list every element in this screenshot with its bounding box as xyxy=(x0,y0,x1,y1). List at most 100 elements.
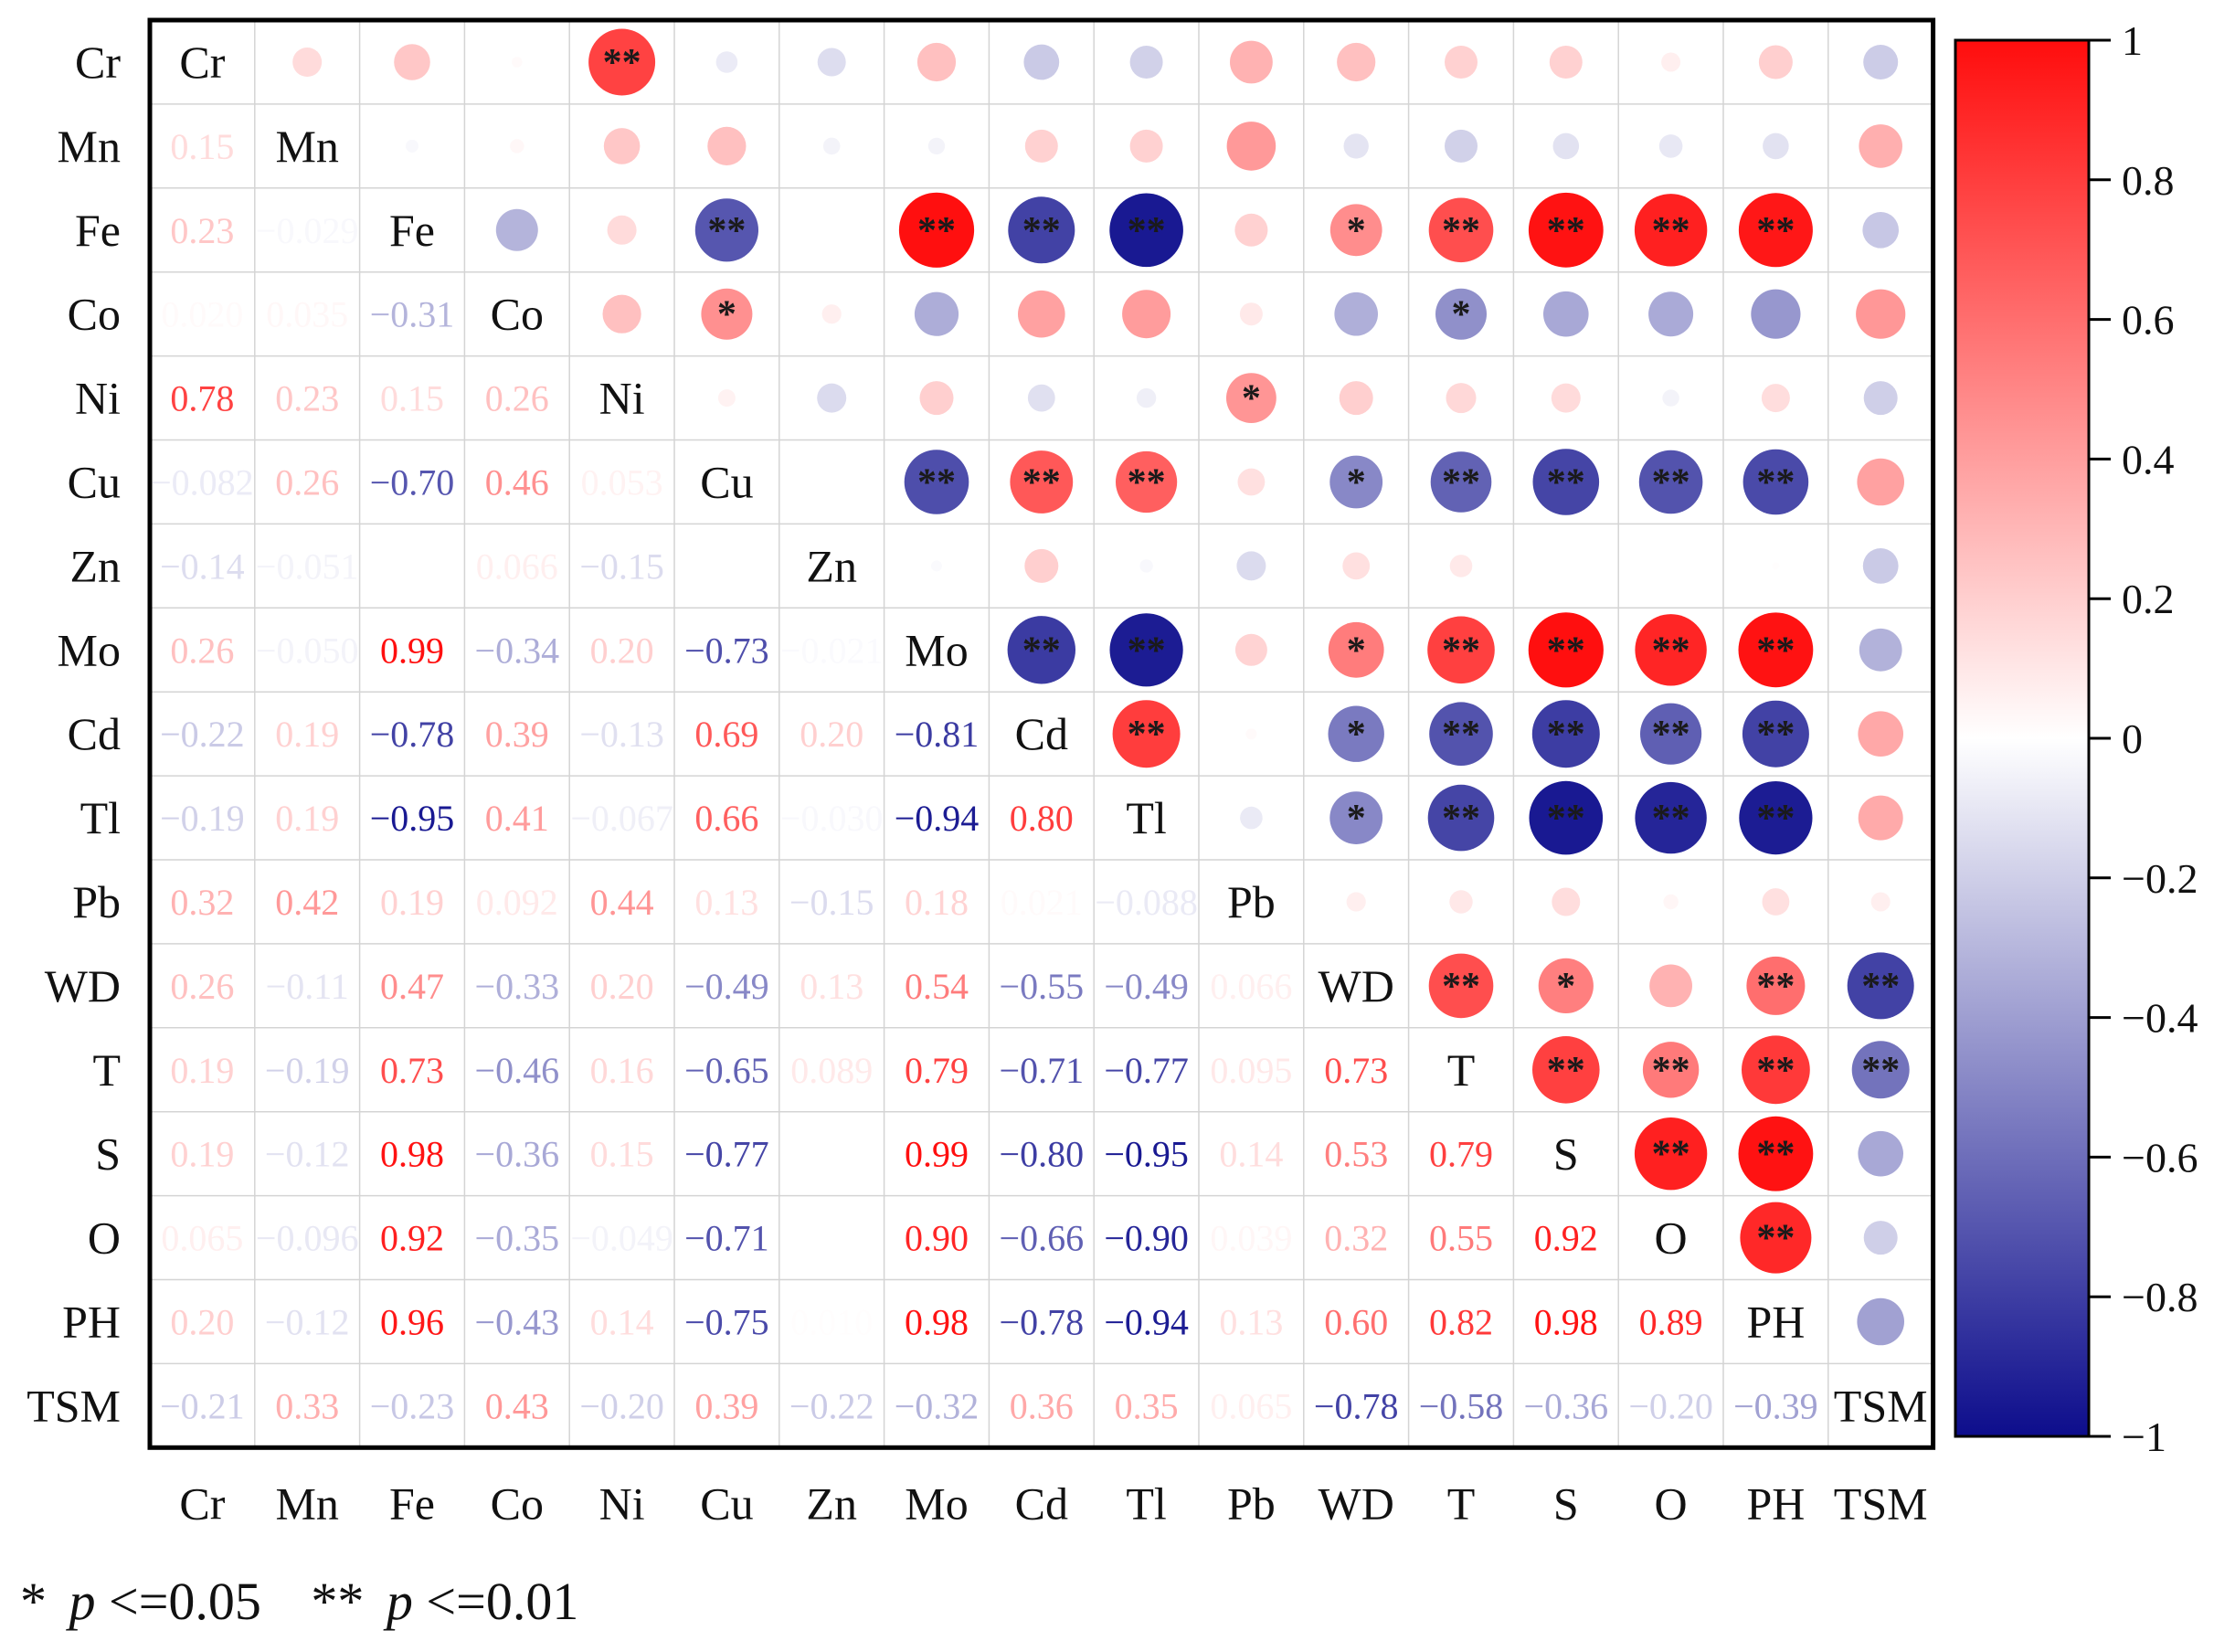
corr-circle-pb-t xyxy=(1449,890,1473,914)
corr-value-cu-ni: 0.053 xyxy=(581,462,663,503)
colorbar-tick-label: −0.2 xyxy=(2122,855,2198,902)
corr-circle-mo-t xyxy=(1427,616,1495,684)
x-tick-label-pb: Pb xyxy=(1227,1477,1276,1529)
corr-circle-pb-tsm xyxy=(1870,892,1891,912)
corr-value-cd-zn: 0.20 xyxy=(800,714,863,755)
sig-star-cd-tl: ** xyxy=(1128,714,1166,756)
corr-value-tl-ni: −0.067 xyxy=(570,798,673,839)
legend-p1-threshold: <=0.05 xyxy=(109,1572,261,1631)
x-tick-label-s: S xyxy=(1553,1477,1579,1529)
corr-circle-ni-cd xyxy=(1027,384,1055,412)
sig-star-t-s: ** xyxy=(1547,1050,1585,1092)
diagonal-label-cu: Cu xyxy=(700,457,753,508)
significance-legend: * p <=0.05 ** p <=0.01 xyxy=(20,1572,578,1631)
corr-value-wd-mn: −0.11 xyxy=(266,966,349,1007)
corr-circle-cr-fe xyxy=(394,44,430,80)
x-tick-label-o: O xyxy=(1655,1477,1688,1529)
corr-circle-mn-wd xyxy=(1343,133,1369,159)
diagonal-labels: Cr Mn Fe Co Ni Cu Zn Mo Cd Tl Pb WD T S O PH TSM xyxy=(179,37,1927,1431)
x-axis-labels: Cr Mn Fe Co Ni Cu Zn Mo Cd Tl Pb WD T S O PH TSM xyxy=(179,1477,1927,1529)
circle-layer xyxy=(292,28,1914,1346)
sig-star-tl-wd: * xyxy=(1347,798,1366,840)
corr-value-o-cd: −0.66 xyxy=(1000,1218,1085,1259)
corr-circle-fe-ph xyxy=(1738,193,1813,268)
sig-star-cu-s: ** xyxy=(1547,462,1585,504)
x-tick-label-cr: Cr xyxy=(179,1477,225,1529)
diagonal-label-fe: Fe xyxy=(389,205,435,256)
y-tick-label-co: Co xyxy=(68,289,121,340)
corr-value-t-mo: 0.79 xyxy=(905,1050,969,1091)
corr-value-o-tl: −0.90 xyxy=(1104,1218,1189,1259)
corr-value-cd-ni: −0.13 xyxy=(579,714,664,755)
corr-circle-pb-wd xyxy=(1346,892,1366,912)
corr-value-pb-cr: 0.32 xyxy=(170,882,234,923)
corr-value-mo-mn: −0.050 xyxy=(256,630,359,671)
sig-star-cd-s: ** xyxy=(1547,714,1585,756)
corr-circle-mn-o xyxy=(1658,134,1683,158)
corr-value-tsm-mn: 0.33 xyxy=(275,1385,339,1426)
diagonal-label-pb: Pb xyxy=(1227,876,1276,927)
y-tick-label-cu: Cu xyxy=(68,457,121,508)
x-tick-label-co: Co xyxy=(491,1477,544,1529)
corr-value-s-tl: −0.95 xyxy=(1104,1134,1189,1175)
sig-star-fe-mo: ** xyxy=(917,210,956,252)
corr-circle-t-tsm xyxy=(1851,1041,1910,1099)
corr-value-wd-cr: 0.26 xyxy=(170,966,234,1007)
corr-circle-mn-cd xyxy=(1024,129,1058,163)
corr-value-pb-tl: −0.088 xyxy=(1095,882,1198,923)
corr-value-pb-co: 0.092 xyxy=(476,882,558,923)
corr-circle-cr-tl xyxy=(1129,46,1163,79)
colorbar-tick-label: 0.6 xyxy=(2122,297,2175,344)
sig-star-fe-s: ** xyxy=(1547,210,1585,252)
corr-circle-cr-zn xyxy=(817,48,846,77)
y-tick-label-pb: Pb xyxy=(72,876,121,927)
sig-star-t-o: ** xyxy=(1652,1050,1690,1092)
corr-circle-mn-tl xyxy=(1129,129,1163,163)
corr-circle-co-wd xyxy=(1334,291,1378,336)
significance-stars: **** ** ** ** * ** ** ** *** **** ** ** * ** ** ** **** *… xyxy=(603,42,1901,1260)
diagonal-label-cr: Cr xyxy=(179,37,225,88)
legend-star2: ** xyxy=(311,1572,364,1631)
corr-value-ph-cr: 0.20 xyxy=(170,1302,234,1343)
x-tick-label-ni: Ni xyxy=(599,1477,645,1529)
x-tick-label-fe: Fe xyxy=(389,1477,435,1529)
corr-circle-ni-ph xyxy=(1761,384,1790,413)
corr-circle-pb-o xyxy=(1663,894,1679,910)
corr-value-fe-mn: −0.029 xyxy=(256,210,359,251)
corr-circle-co-tsm xyxy=(1856,289,1906,339)
corr-circle-tl-o xyxy=(1635,781,1707,854)
corr-value-o-ni: −0.049 xyxy=(570,1218,673,1259)
sig-star-cu-mo: ** xyxy=(917,462,956,504)
corr-value-ph-cu: −0.75 xyxy=(684,1302,769,1343)
corr-circle-cd-pb xyxy=(1245,728,1257,740)
corr-circle-ph-tsm xyxy=(1857,1297,1904,1346)
corr-value-o-mo: 0.90 xyxy=(905,1218,969,1259)
sig-star-t-ph: ** xyxy=(1756,1050,1795,1092)
y-axis-labels: Cr Mn Fe Co Ni Cu Zn Mo Cd Tl Pb WD TSO PH TSM xyxy=(26,37,121,1431)
corr-circle-wd-t xyxy=(1428,953,1494,1019)
corr-circle-zn-wd xyxy=(1342,552,1371,580)
y-tick-label-mn: Mn xyxy=(58,121,121,172)
corr-value-ph-s: 0.98 xyxy=(1534,1302,1598,1343)
corr-value-ph-tl: −0.94 xyxy=(1104,1302,1189,1343)
corr-circle-mn-tsm xyxy=(1859,124,1902,168)
corr-value-s-cu: −0.77 xyxy=(684,1134,769,1175)
corr-circle-fe-tsm xyxy=(1862,212,1899,249)
sig-star-wd-t: ** xyxy=(1442,966,1480,1008)
corr-circle-tl-ph xyxy=(1739,781,1813,855)
corr-value-tsm-s: −0.36 xyxy=(1524,1385,1609,1426)
y-tick-label-zn: Zn xyxy=(69,540,121,591)
corr-circle-mo-o xyxy=(1635,614,1707,686)
corr-value-ph-wd: 0.60 xyxy=(1324,1302,1388,1343)
corr-value-mo-zn: −0.021 xyxy=(780,630,884,671)
corr-circle-cr-o xyxy=(1661,52,1681,72)
value-layer: 0.15 0.23 −0.029 0.020 0.035 −0.31 0.78 0.23 0.1… xyxy=(151,126,1818,1427)
corr-value-cd-cr: −0.22 xyxy=(160,714,245,755)
corr-circle-cd-o xyxy=(1640,703,1702,765)
corr-value-tsm-ni: −0.20 xyxy=(579,1385,664,1426)
corr-value-s-fe: 0.98 xyxy=(380,1134,444,1175)
corr-value-tsm-cd: 0.36 xyxy=(1010,1385,1074,1426)
corr-circle-ni-wd xyxy=(1339,381,1373,416)
corr-value-tl-co: 0.41 xyxy=(485,798,549,839)
corr-value-o-s: 0.92 xyxy=(1534,1218,1598,1259)
